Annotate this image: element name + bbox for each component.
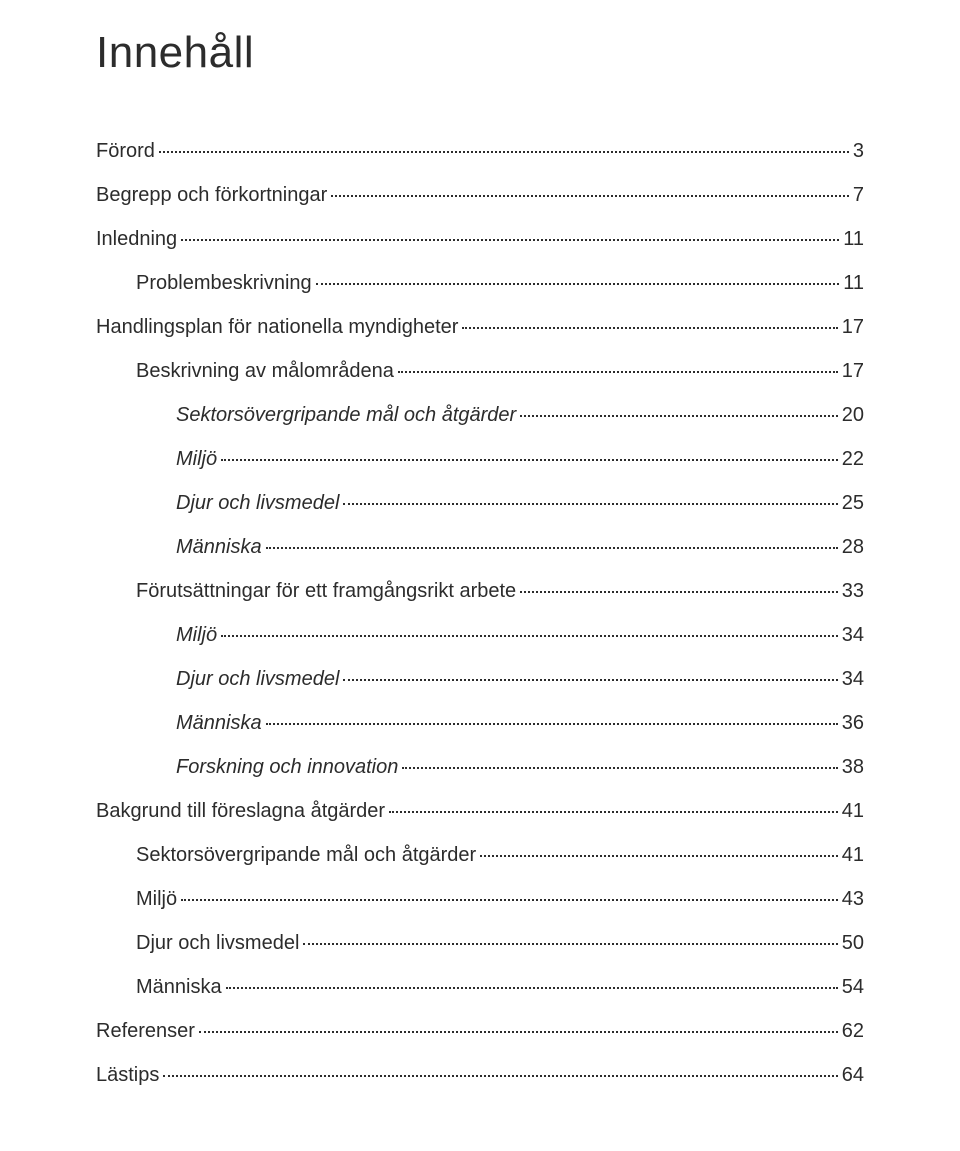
toc-entry-page: 3 — [853, 138, 864, 164]
toc-entry-label: Bakgrund till föreslagna åtgärder — [96, 798, 385, 824]
toc-entry-label: Forskning och innovation — [176, 754, 398, 780]
toc-leader — [343, 679, 837, 681]
toc-entry[interactable]: Miljö 22 — [96, 446, 864, 472]
toc-entry-page: 41 — [842, 842, 864, 868]
toc-leader — [402, 767, 837, 769]
toc-entry[interactable]: Förord 3 — [96, 138, 864, 164]
toc-entry[interactable]: Sektorsövergripande mål och åtgärder 20 — [96, 402, 864, 428]
toc-leader — [266, 547, 838, 549]
toc-entry-label: Lästips — [96, 1062, 159, 1088]
toc-leader — [181, 899, 838, 901]
toc-entry-page: 20 — [842, 402, 864, 428]
toc-entry-page: 41 — [842, 798, 864, 824]
document-page: Innehåll Förord 3 Begrepp och förkortninga… — [0, 0, 960, 1151]
toc-entry-page: 11 — [843, 270, 864, 296]
toc-entry-page: 50 — [842, 930, 864, 956]
toc-entry-page: 25 — [842, 490, 864, 516]
toc-leader — [226, 987, 838, 989]
toc-leader — [159, 151, 849, 153]
toc-entry-label: Miljö — [176, 446, 217, 472]
toc-entry[interactable]: Beskrivning av målområdena 17 — [96, 358, 864, 384]
toc-leader — [303, 943, 837, 945]
toc-entry[interactable]: Sektorsövergripande mål och åtgärder 41 — [96, 842, 864, 868]
toc-entry[interactable]: Problembeskrivning 11 — [96, 270, 864, 296]
toc-entry[interactable]: Djur och livsmedel 50 — [96, 930, 864, 956]
toc-entry-label: Människa — [176, 710, 262, 736]
toc-leader — [316, 283, 840, 285]
toc-entry-label: Problembeskrivning — [136, 270, 312, 296]
toc-entry-page: 33 — [842, 578, 864, 604]
toc-leader — [520, 591, 838, 593]
toc-leader — [199, 1031, 838, 1033]
toc-entry[interactable]: Bakgrund till föreslagna åtgärder 41 — [96, 798, 864, 824]
toc-entry-page: 34 — [842, 622, 864, 648]
toc-leader — [480, 855, 838, 857]
toc-entry-page: 36 — [842, 710, 864, 736]
toc-entry-label: Miljö — [136, 886, 177, 912]
toc-leader — [221, 635, 838, 637]
toc-entry-page: 38 — [842, 754, 864, 780]
toc-entry-page: 43 — [842, 886, 864, 912]
toc-entry-label: Djur och livsmedel — [136, 930, 299, 956]
toc-entry[interactable]: Lästips 64 — [96, 1062, 864, 1088]
toc-entry[interactable]: Handlingsplan för nationella myndigheter… — [96, 314, 864, 340]
toc-entry[interactable]: Miljö 34 — [96, 622, 864, 648]
toc-entry-page: 22 — [842, 446, 864, 472]
toc-leader — [462, 327, 837, 329]
toc-leader — [221, 459, 838, 461]
toc-entry[interactable]: Forskning och innovation 38 — [96, 754, 864, 780]
toc-entry-label: Begrepp och förkortningar — [96, 182, 327, 208]
toc-entry-label: Människa — [176, 534, 262, 560]
toc-entry-page: 54 — [842, 974, 864, 1000]
toc-entry[interactable]: Referenser 62 — [96, 1018, 864, 1044]
toc-entry-label: Inledning — [96, 226, 177, 252]
toc-entry-page: 17 — [842, 358, 864, 384]
toc-entry-page: 34 — [842, 666, 864, 692]
toc-leader — [163, 1075, 837, 1077]
toc-entry-label: Djur och livsmedel — [176, 666, 339, 692]
toc-entry[interactable]: Människa 54 — [96, 974, 864, 1000]
toc-entry[interactable]: Människa 36 — [96, 710, 864, 736]
toc-entry[interactable]: Förutsättningar för ett framgångsrikt ar… — [96, 578, 864, 604]
toc-entry-label: Förord — [96, 138, 155, 164]
toc-entry-label: Handlingsplan för nationella myndigheter — [96, 314, 458, 340]
toc-entry[interactable]: Djur och livsmedel 25 — [96, 490, 864, 516]
toc-leader — [520, 415, 838, 417]
toc-entry-label: Miljö — [176, 622, 217, 648]
toc-entry[interactable]: Miljö 43 — [96, 886, 864, 912]
toc-entry-label: Sektorsövergripande mål och åtgärder — [176, 402, 516, 428]
toc-entry-page: 28 — [842, 534, 864, 560]
table-of-contents: Förord 3 Begrepp och förkortningar 7 Inledni… — [96, 138, 864, 1088]
toc-entry-page: 62 — [842, 1018, 864, 1044]
toc-entry-page: 64 — [842, 1062, 864, 1088]
toc-entry-label: Djur och livsmedel — [176, 490, 339, 516]
toc-entry[interactable]: Människa 28 — [96, 534, 864, 560]
toc-entry-label: Människa — [136, 974, 222, 1000]
toc-entry[interactable]: Inledning 11 — [96, 226, 864, 252]
toc-leader — [389, 811, 838, 813]
toc-entry[interactable]: Djur och livsmedel 34 — [96, 666, 864, 692]
toc-entry-label: Sektorsövergripande mål och åtgärder — [136, 842, 476, 868]
toc-leader — [331, 195, 849, 197]
toc-leader — [343, 503, 837, 505]
toc-leader — [181, 239, 839, 241]
page-title: Innehåll — [96, 28, 864, 78]
toc-entry-label: Beskrivning av målområdena — [136, 358, 394, 384]
toc-entry-label: Referenser — [96, 1018, 195, 1044]
toc-entry-label: Förutsättningar för ett framgångsrikt ar… — [136, 578, 516, 604]
toc-entry-page: 17 — [842, 314, 864, 340]
toc-entry-page: 11 — [843, 226, 864, 252]
toc-leader — [398, 371, 838, 373]
toc-entry[interactable]: Begrepp och förkortningar 7 — [96, 182, 864, 208]
toc-entry-page: 7 — [853, 182, 864, 208]
toc-leader — [266, 723, 838, 725]
